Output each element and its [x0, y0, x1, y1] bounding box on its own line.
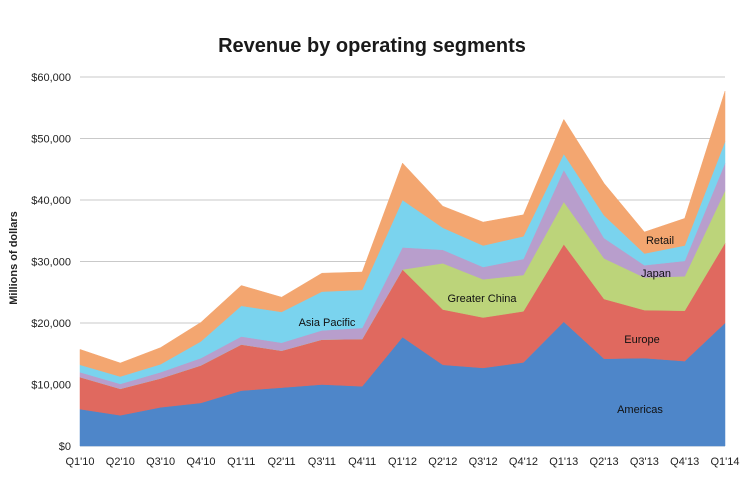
y-tick-label: $50,000 — [31, 134, 71, 146]
x-tick-label: Q1'13 — [549, 456, 578, 468]
label-retail: Retail — [646, 235, 674, 247]
x-tick-label: Q3'11 — [308, 456, 336, 468]
y-axis-label: Millions of dollars — [8, 211, 20, 305]
y-tick-label: $20,000 — [31, 318, 71, 330]
y-tick-label: $60,000 — [31, 72, 71, 84]
y-tick-label: $30,000 — [31, 257, 71, 269]
x-tick-label: Q1'12 — [388, 456, 417, 468]
x-tick-label: Q2'11 — [267, 456, 295, 468]
area-retail — [79, 91, 726, 377]
x-tick-labels: Q1'10 Q2'10 Q3'10 Q4'10 Q1'11 Q2'11 Q3'11 Q4'11… — [65, 456, 739, 468]
y-tick-label: $0 — [59, 441, 71, 453]
chart-title: Revenue by operating segments — [218, 35, 526, 57]
series-areas — [79, 91, 726, 447]
label-greater-china: Greater China — [447, 293, 517, 305]
x-tick-label: Q2'12 — [428, 456, 457, 468]
x-tick-label: Q4'10 — [186, 456, 215, 468]
x-tick-label: Q2'13 — [590, 456, 619, 468]
x-tick-label: Q1'11 — [227, 456, 255, 468]
x-tick-label: Q4'11 — [348, 456, 376, 468]
x-tick-label: Q1'14 — [710, 456, 739, 468]
label-asia-pacific: Asia Pacific — [299, 317, 356, 329]
x-tick-label: Q3'13 — [630, 456, 659, 468]
y-tick-label: $40,000 — [31, 195, 71, 207]
label-americas: Americas — [617, 404, 663, 416]
y-tick-labels: $0 $10,000 $20,000 $30,000 $40,000 $50,000 $60… — [31, 72, 71, 453]
label-europe: Europe — [624, 334, 659, 346]
y-tick-label: $10,000 — [31, 380, 71, 392]
label-japan: Japan — [641, 268, 671, 280]
x-tick-label: Q1'10 — [65, 456, 94, 468]
x-tick-label: Q3'10 — [146, 456, 175, 468]
x-tick-label: Q2'10 — [106, 456, 135, 468]
x-tick-label: Q3'12 — [469, 456, 498, 468]
x-tick-label: Q4'13 — [670, 456, 699, 468]
x-tick-label: Q4'12 — [509, 456, 538, 468]
